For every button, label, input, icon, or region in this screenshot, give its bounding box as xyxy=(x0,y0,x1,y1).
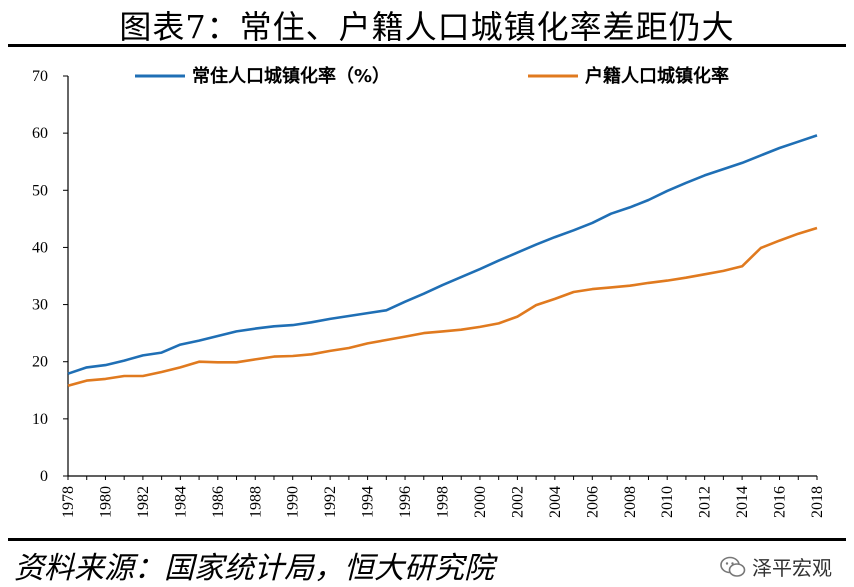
x-tick-label: 2016 xyxy=(772,486,789,518)
x-tick-label: 2000 xyxy=(472,486,489,518)
y-tick-label: 60 xyxy=(32,125,48,142)
series-line-2 xyxy=(67,226,818,387)
x-tick-label: 2010 xyxy=(659,486,676,518)
x-tick-label: 2004 xyxy=(547,486,564,518)
brand-name: 泽平宏观 xyxy=(752,556,832,580)
legend-label-series-2: 户籍人口城镇化率 xyxy=(585,65,729,87)
y-tick-label: 40 xyxy=(32,239,48,256)
x-tick-label: 2012 xyxy=(697,486,714,518)
x-tick-label: 2014 xyxy=(734,486,751,518)
legend-label-series-1: 常住人口城镇化率（%） xyxy=(192,65,390,87)
x-tick-label: 1994 xyxy=(360,486,377,518)
x-axis: 1978 1980 1982 1984 1986 1988 1990 1992 1994 1996… xyxy=(60,475,826,518)
y-tick-label: 70 xyxy=(32,68,48,85)
x-tick-label: 1988 xyxy=(247,486,264,518)
x-tick-label: 1992 xyxy=(322,486,339,518)
x-tick-label: 1978 xyxy=(60,486,77,518)
x-tick-label: 1986 xyxy=(210,486,227,518)
y-tick-label: 30 xyxy=(32,297,48,314)
x-tick-label: 1996 xyxy=(397,486,414,518)
series-line-1 xyxy=(67,134,818,375)
y-tick-label: 50 xyxy=(32,182,48,199)
x-tick-label: 2018 xyxy=(809,486,826,518)
brand-badge: 泽平宏观 xyxy=(720,552,832,581)
y-tick-label: 20 xyxy=(32,354,48,371)
y-axis: 0 10 20 30 40 50 60 70 xyxy=(32,68,69,485)
x-tick-label: 2006 xyxy=(584,486,601,518)
x-tick-label: 1982 xyxy=(135,486,152,518)
page-title: 图表7：常住、户籍人口城镇化率差距仍大 xyxy=(119,8,735,46)
y-tick-label: 10 xyxy=(32,411,48,428)
x-tick-label: 2008 xyxy=(622,486,639,518)
series-lines xyxy=(67,134,818,387)
wechat-icon xyxy=(720,556,746,577)
x-tick-label: 1984 xyxy=(172,486,189,518)
y-tick-label: 0 xyxy=(40,468,48,485)
x-tick-label: 1998 xyxy=(435,486,452,518)
x-tick-label: 2002 xyxy=(509,486,526,518)
title-divider xyxy=(8,44,846,47)
source-divider xyxy=(8,538,846,541)
source-note: 资料来源：国家统计局，恒大研究院 xyxy=(14,551,494,586)
legend: 常住人口城镇化率（%） 户籍人口城镇化率 xyxy=(135,65,729,87)
x-tick-label: 1990 xyxy=(285,486,302,518)
x-tick-label: 1980 xyxy=(97,486,114,518)
